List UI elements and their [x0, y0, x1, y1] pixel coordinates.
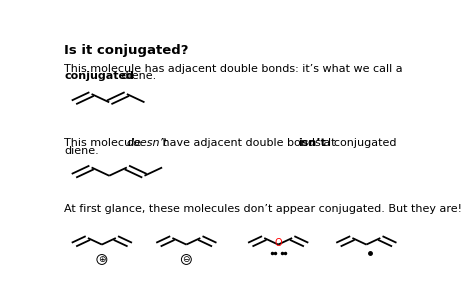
Text: O: O: [274, 238, 282, 249]
Text: diene.: diene.: [118, 71, 156, 81]
Text: conjugated: conjugated: [64, 71, 134, 81]
Text: At first glance, these molecules don’t appear conjugated. But they are!: At first glance, these molecules don’t a…: [64, 204, 462, 215]
Text: Is it conjugated?: Is it conjugated?: [64, 44, 189, 57]
Text: diene.: diene.: [64, 146, 99, 156]
Text: isn’t: isn’t: [298, 138, 326, 148]
Text: This molecule has adjacent double bonds: it’s what we call a: This molecule has adjacent double bonds:…: [64, 64, 402, 74]
Text: have adjacent double bonds. It: have adjacent double bonds. It: [159, 138, 338, 148]
Text: ⊖: ⊖: [182, 255, 190, 264]
Text: a conjugated: a conjugated: [319, 138, 396, 148]
Text: This molecule: This molecule: [64, 138, 145, 148]
Text: doesn’t: doesn’t: [127, 138, 168, 148]
Text: ⊕: ⊕: [98, 255, 106, 264]
